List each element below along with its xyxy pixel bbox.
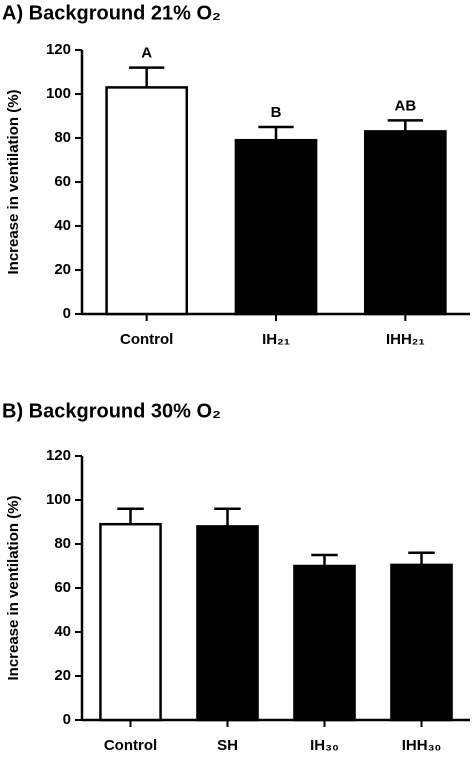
- y-tick-label: 20: [54, 667, 71, 684]
- y-tick-label: 40: [54, 217, 71, 234]
- y-tick-label: 0: [63, 305, 71, 322]
- x-tick-label: IHH₃₀: [402, 737, 442, 754]
- annotation: AB: [394, 97, 416, 114]
- y-tick-label: 120: [46, 447, 71, 464]
- bar: [234, 138, 318, 316]
- y-tick-label: 80: [54, 535, 71, 552]
- bar: [196, 525, 259, 722]
- y-tick-label: 100: [46, 85, 71, 102]
- annotation: B: [271, 104, 282, 121]
- chart-title: B) Background 30% O₂: [2, 400, 221, 422]
- chart-title: A) Background 21% O₂: [2, 2, 221, 24]
- annotation: A: [141, 45, 152, 62]
- y-tick-label: 60: [54, 579, 71, 596]
- bar: [363, 130, 447, 316]
- y-tick-label: 60: [54, 173, 71, 190]
- x-tick-label: IH₂₁: [262, 331, 290, 348]
- x-tick-label: Control: [104, 737, 157, 754]
- y-tick-label: 0: [63, 711, 71, 728]
- bar: [105, 86, 189, 316]
- y-axis-label: Increase in ventilation (%): [5, 89, 22, 274]
- y-axis-label: Increase in ventilation (%): [5, 495, 22, 680]
- y-tick-label: 20: [54, 261, 71, 278]
- bar: [390, 563, 453, 722]
- y-tick-label: 40: [54, 623, 71, 640]
- x-tick-label: IH₃₀: [310, 737, 339, 754]
- y-tick-label: 80: [54, 129, 71, 146]
- x-tick-label: SH: [217, 737, 238, 754]
- bar: [293, 564, 356, 722]
- x-tick-label: IHH₂₁: [386, 331, 425, 348]
- y-tick-label: 100: [46, 491, 71, 508]
- y-tick-label: 120: [46, 41, 71, 58]
- x-tick-label: Control: [120, 331, 173, 348]
- bar: [99, 522, 162, 722]
